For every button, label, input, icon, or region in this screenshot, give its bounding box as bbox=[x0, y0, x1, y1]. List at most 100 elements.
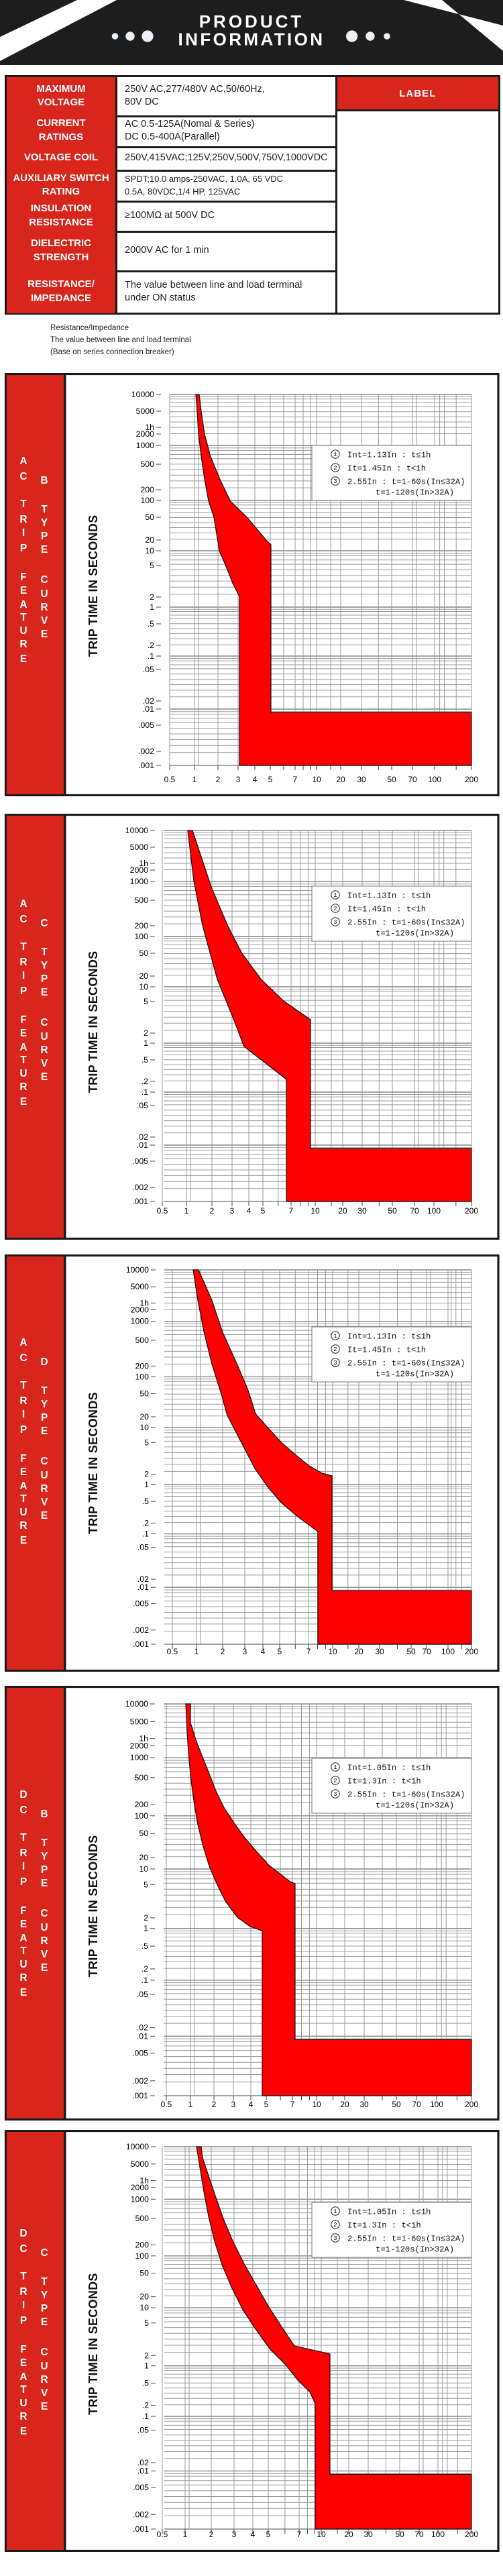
svg-text:U: U bbox=[19, 625, 27, 637]
svg-text:E: E bbox=[41, 2316, 48, 2328]
svg-text:.5: .5 bbox=[142, 1055, 148, 1065]
svg-text:3: 3 bbox=[333, 1791, 337, 1798]
svg-text:U: U bbox=[40, 1031, 48, 1042]
svg-text:.002: .002 bbox=[132, 2076, 148, 2086]
svg-text:20: 20 bbox=[338, 1206, 347, 1216]
svg-text:50: 50 bbox=[387, 775, 396, 784]
svg-text:5: 5 bbox=[268, 775, 273, 784]
svg-text:B: B bbox=[40, 1809, 48, 1820]
svg-text:1: 1 bbox=[144, 1480, 149, 1489]
svg-text:A: A bbox=[19, 1042, 27, 1053]
svg-text:t=1-120s(In>32A): t=1-120s(In>32A) bbox=[376, 1370, 454, 1379]
svg-text:100: 100 bbox=[135, 1372, 149, 1381]
svg-text:R: R bbox=[19, 1395, 27, 1407]
svg-text:2.55In : t=1-60s(In≤32A): 2.55In : t=1-60s(In≤32A) bbox=[347, 918, 465, 928]
svg-text:B: B bbox=[40, 475, 48, 486]
svg-text:C: C bbox=[40, 1908, 48, 1919]
svg-text:1: 1 bbox=[192, 775, 197, 784]
svg-text:7: 7 bbox=[293, 775, 298, 784]
svg-text:1h: 1h bbox=[139, 2176, 149, 2186]
svg-text:R: R bbox=[40, 602, 48, 613]
svg-text:.01: .01 bbox=[137, 1582, 149, 1592]
svg-text:5000: 5000 bbox=[136, 407, 155, 416]
svg-text:.2: .2 bbox=[142, 1964, 148, 1974]
svg-text:100: 100 bbox=[430, 2100, 443, 2109]
svg-text:T: T bbox=[41, 1837, 48, 1849]
svg-text:10: 10 bbox=[312, 775, 321, 784]
svg-text:2000: 2000 bbox=[130, 865, 149, 875]
svg-text:1h: 1h bbox=[145, 423, 154, 432]
svg-text:A: A bbox=[19, 898, 27, 910]
svg-text:E: E bbox=[41, 1510, 48, 1521]
svg-text:P: P bbox=[20, 1876, 27, 1888]
svg-text:10: 10 bbox=[139, 982, 148, 991]
svg-text:100: 100 bbox=[441, 1647, 455, 1656]
svg-text:U: U bbox=[19, 1959, 27, 1970]
svg-text:2000: 2000 bbox=[136, 429, 155, 439]
svg-text:It=1.45In : t<1h: It=1.45In : t<1h bbox=[347, 464, 426, 474]
svg-text:t=1-120s(In>32A): t=1-120s(In>32A) bbox=[376, 2245, 454, 2255]
svg-text:E: E bbox=[41, 629, 48, 640]
svg-text:T: T bbox=[20, 1055, 27, 1066]
svg-text:V: V bbox=[41, 1497, 48, 1508]
svg-text:R: R bbox=[19, 1972, 27, 1984]
svg-text:1h: 1h bbox=[139, 859, 148, 868]
svg-text:P: P bbox=[41, 973, 48, 985]
svg-text:T: T bbox=[20, 1945, 27, 1957]
svg-text:20: 20 bbox=[344, 2530, 353, 2539]
svg-text:200: 200 bbox=[134, 921, 148, 930]
svg-text:50: 50 bbox=[145, 513, 154, 522]
svg-text:2: 2 bbox=[333, 1346, 337, 1353]
svg-text:1: 1 bbox=[183, 2530, 188, 2539]
svg-text:P: P bbox=[41, 1412, 48, 1424]
svg-text:.05: .05 bbox=[137, 2426, 149, 2435]
svg-text:2: 2 bbox=[333, 1778, 337, 1784]
svg-text:100: 100 bbox=[431, 2530, 445, 2539]
svg-text:1000: 1000 bbox=[130, 877, 149, 886]
svg-text:50: 50 bbox=[139, 949, 148, 958]
svg-text:E: E bbox=[20, 2426, 27, 2437]
svg-text:50: 50 bbox=[139, 2269, 149, 2278]
svg-text:E: E bbox=[20, 653, 27, 665]
svg-text:.002: .002 bbox=[138, 747, 154, 756]
svg-text:20: 20 bbox=[145, 535, 154, 545]
svg-text:.5: .5 bbox=[142, 2379, 149, 2388]
svg-text:4: 4 bbox=[253, 775, 258, 784]
svg-text:20: 20 bbox=[336, 775, 345, 784]
svg-text:1: 1 bbox=[333, 451, 337, 458]
svg-text:.02: .02 bbox=[137, 2023, 148, 2033]
svg-text:.002: .002 bbox=[132, 1183, 148, 1192]
svg-text:20: 20 bbox=[139, 971, 148, 981]
svg-text:500: 500 bbox=[135, 2214, 149, 2223]
svg-text:50: 50 bbox=[388, 1206, 397, 1216]
svg-text:T: T bbox=[20, 1493, 27, 1505]
svg-text:U: U bbox=[40, 2361, 48, 2372]
svg-text:E: E bbox=[20, 2357, 27, 2369]
svg-text:.01: .01 bbox=[137, 2466, 149, 2475]
svg-text:F: F bbox=[20, 1014, 26, 1026]
svg-text:.5: .5 bbox=[148, 619, 154, 629]
svg-text:A: A bbox=[19, 455, 27, 467]
svg-text:V: V bbox=[41, 1949, 48, 1960]
svg-text:A: A bbox=[19, 1337, 27, 1348]
svg-text:100: 100 bbox=[427, 1206, 441, 1216]
svg-text:.002: .002 bbox=[133, 2510, 149, 2519]
svg-text:Y: Y bbox=[41, 1851, 48, 1862]
svg-text:.005: .005 bbox=[132, 1157, 148, 1166]
svg-text:I: I bbox=[22, 527, 25, 539]
svg-text:4: 4 bbox=[261, 1647, 266, 1656]
svg-text:R: R bbox=[19, 1847, 27, 1859]
svg-text:200: 200 bbox=[465, 775, 478, 784]
svg-text:.05: .05 bbox=[137, 1990, 148, 1999]
svg-text:.05: .05 bbox=[137, 1543, 149, 1552]
svg-text:.001: .001 bbox=[133, 2524, 149, 2534]
svg-text:2: 2 bbox=[221, 1647, 225, 1656]
svg-text:U: U bbox=[19, 1507, 27, 1518]
svg-text:5: 5 bbox=[266, 2530, 271, 2539]
svg-text:Y: Y bbox=[41, 517, 48, 529]
svg-text:20: 20 bbox=[340, 2100, 349, 2109]
svg-text:5: 5 bbox=[144, 1880, 148, 1889]
svg-text:4: 4 bbox=[249, 2100, 254, 2109]
svg-text:E: E bbox=[20, 1028, 27, 1039]
svg-text:D: D bbox=[19, 1789, 27, 1801]
